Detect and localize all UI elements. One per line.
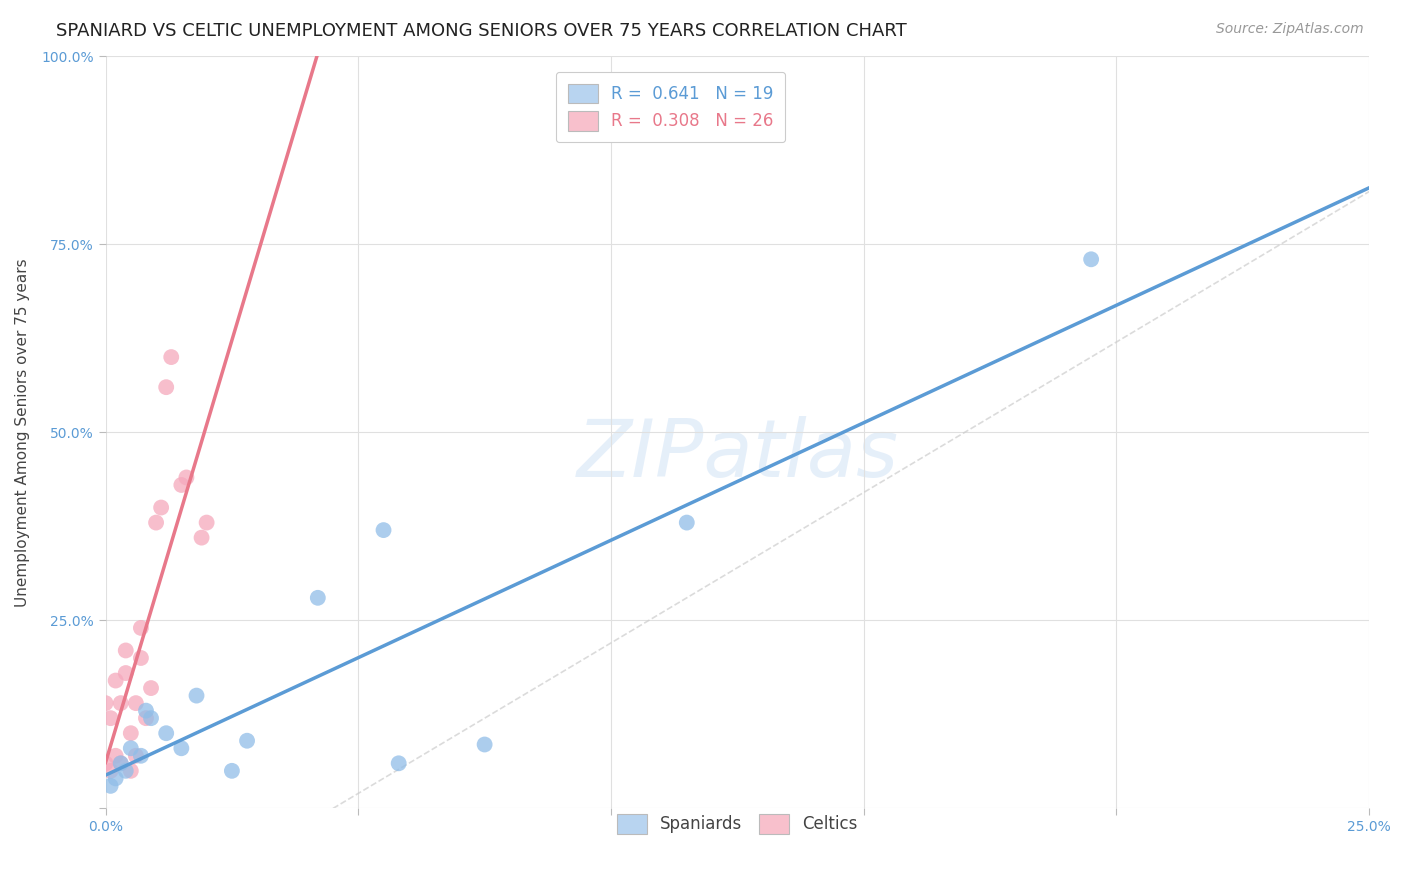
Point (114, 666, 136, 681)
Point (125, 696, 148, 710)
Point (129, 651, 152, 665)
Point (150, 500, 173, 515)
Point (135, 711, 157, 725)
Point (104, 772, 127, 786)
Point (176, 470, 198, 484)
Point (155, 726, 177, 740)
Point (675, 516, 697, 530)
Point (155, 380, 177, 394)
Point (120, 764, 142, 778)
Point (129, 621, 152, 635)
Text: Source: ZipAtlas.com: Source: ZipAtlas.com (1216, 22, 1364, 37)
Point (110, 756, 132, 771)
Point (94, 756, 117, 771)
Point (129, 748, 152, 763)
Point (125, 748, 148, 763)
Point (110, 696, 132, 710)
Point (170, 741, 193, 756)
Text: ZIPatlas: ZIPatlas (576, 416, 898, 494)
Text: SPANIARD VS CELTIC UNEMPLOYMENT AMONG SENIORS OVER 75 YEARS CORRELATION CHART: SPANIARD VS CELTIC UNEMPLOYMENT AMONG SE… (56, 22, 907, 40)
Point (94, 696, 117, 710)
Point (120, 741, 142, 756)
Point (307, 591, 329, 605)
Point (100, 779, 122, 793)
Point (160, 350, 183, 364)
Point (114, 643, 136, 657)
Point (110, 756, 132, 771)
Point (190, 531, 212, 545)
Point (120, 726, 142, 740)
Point (139, 681, 162, 695)
Point (186, 689, 208, 703)
Point (104, 673, 127, 688)
Point (195, 516, 218, 530)
Point (100, 764, 122, 778)
Point (170, 478, 193, 492)
Point (474, 738, 496, 752)
Point (139, 711, 162, 725)
Legend: Spaniards, Celtics: Spaniards, Celtics (605, 803, 869, 846)
Point (100, 711, 122, 725)
Point (135, 704, 157, 718)
Point (114, 764, 136, 778)
Point (145, 516, 167, 530)
Point (1080, 252, 1102, 267)
Point (388, 756, 411, 771)
Point (236, 733, 259, 747)
Point (221, 764, 243, 778)
Point (104, 748, 127, 763)
Point (373, 523, 395, 537)
Y-axis label: Unemployment Among Seniors over 75 years: Unemployment Among Seniors over 75 years (15, 258, 30, 607)
